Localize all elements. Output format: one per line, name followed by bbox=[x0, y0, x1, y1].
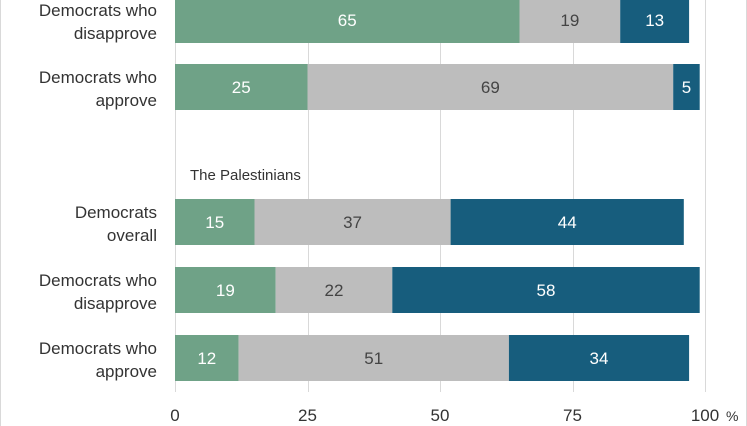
bar-segment-2 bbox=[238, 335, 509, 381]
x-tick-label: 75 bbox=[563, 406, 582, 425]
x-tick-label: 100 bbox=[691, 406, 719, 425]
bar-segment-3 bbox=[673, 64, 700, 110]
bar-segment-2 bbox=[275, 267, 393, 313]
data-label: 37 bbox=[343, 213, 362, 232]
bar-segment-3 bbox=[450, 199, 684, 245]
data-label: 65 bbox=[338, 11, 357, 30]
bar-segment-3 bbox=[508, 335, 690, 381]
row-label-line: overall bbox=[107, 226, 157, 245]
bar-segment-2 bbox=[307, 64, 674, 110]
row-label: Democrats who approve bbox=[39, 339, 157, 381]
x-unit-label: % bbox=[726, 408, 738, 424]
row-label-line: Democrats who bbox=[39, 68, 157, 87]
row-label-line: disapprove bbox=[74, 294, 157, 313]
data-label: 58 bbox=[537, 281, 556, 300]
bar-segment-2 bbox=[254, 199, 451, 245]
bar-segment-1 bbox=[175, 0, 520, 43]
row-label-line: Democrats who bbox=[39, 1, 157, 20]
row-label-line: approve bbox=[96, 362, 157, 381]
data-label: 19 bbox=[560, 11, 579, 30]
data-label: 13 bbox=[645, 11, 664, 30]
row-label: Democrats who disapprove bbox=[39, 1, 157, 43]
data-label: 25 bbox=[232, 78, 251, 97]
bar-segment-1 bbox=[175, 199, 255, 245]
x-tick-label: 50 bbox=[431, 406, 450, 425]
data-label: 12 bbox=[197, 349, 216, 368]
row-label-line: approve bbox=[96, 91, 157, 110]
bar-segment-1 bbox=[175, 267, 276, 313]
data-label: 34 bbox=[590, 349, 609, 368]
bar-segment-3 bbox=[620, 0, 690, 43]
data-label: 22 bbox=[325, 281, 344, 300]
x-tick-label: 0 bbox=[170, 406, 179, 425]
row-label-line: Democrats who bbox=[39, 271, 157, 290]
data-label: 51 bbox=[364, 349, 383, 368]
data-label: 44 bbox=[558, 213, 577, 232]
group-title: The Palestinians bbox=[190, 167, 301, 184]
data-label: 19 bbox=[216, 281, 235, 300]
row-label: Democrats overall bbox=[75, 203, 157, 245]
bar-segment-1 bbox=[175, 335, 239, 381]
data-label: 69 bbox=[481, 78, 500, 97]
row-label: Democrats who disapprove bbox=[39, 271, 157, 313]
bar-segment-1 bbox=[175, 64, 308, 110]
data-label: 5 bbox=[682, 78, 691, 97]
row-label: Democrats who approve bbox=[39, 68, 157, 110]
frame-left-border bbox=[0, 0, 1, 426]
bar-segment-3 bbox=[392, 267, 700, 313]
data-label: 15 bbox=[205, 213, 224, 232]
row-label-line: Democrats who bbox=[39, 339, 157, 358]
x-tick-label: 25 bbox=[298, 406, 317, 425]
row-label-line: Democrats bbox=[75, 203, 157, 222]
bar-segment-2 bbox=[519, 0, 621, 43]
row-label-line: disapprove bbox=[74, 24, 157, 43]
